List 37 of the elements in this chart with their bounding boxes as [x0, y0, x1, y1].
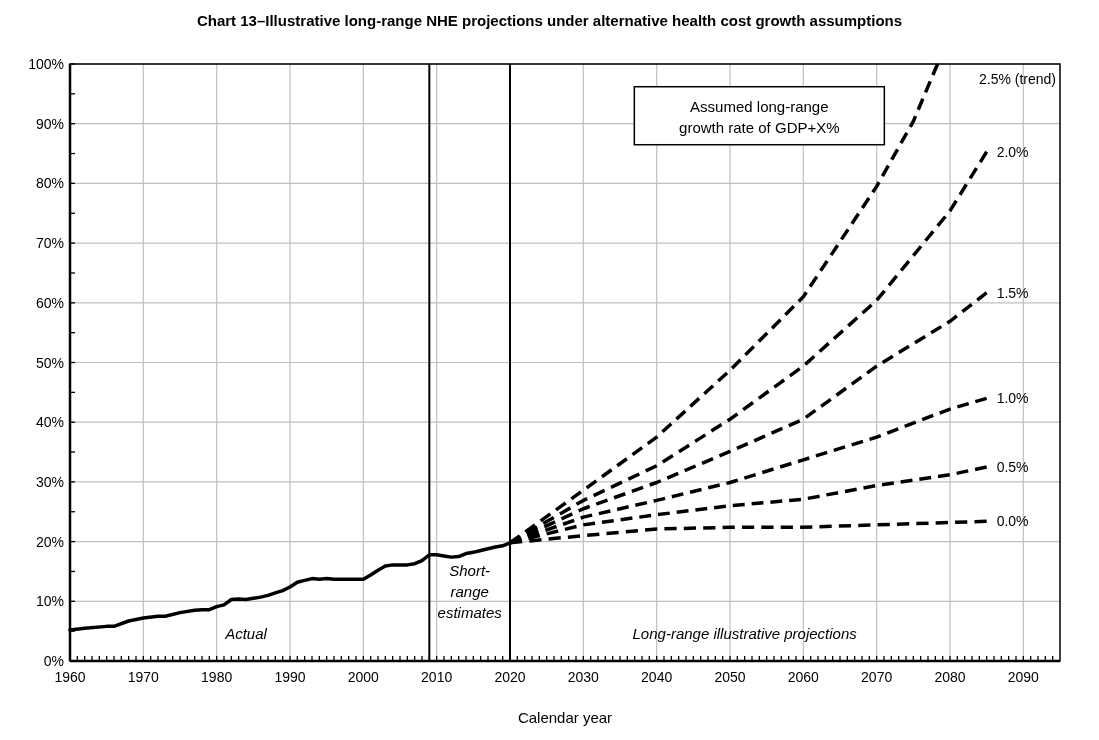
- annotation: Short-range estimates: [437, 562, 503, 622]
- x-tick-label: 2060: [787, 669, 820, 685]
- y-tick-label: 50%: [35, 354, 64, 371]
- series-label: 0.5%: [996, 458, 1029, 475]
- x-tick-label: 2050: [714, 669, 746, 685]
- x-tick-label: 2080: [934, 669, 966, 685]
- x-tick-label: 2030: [567, 669, 600, 685]
- y-tick-label: 100%: [28, 56, 64, 72]
- y-tick-label: 20%: [35, 533, 64, 550]
- annotation: Actual: [224, 625, 268, 643]
- x-tick-label: 1970: [127, 669, 160, 685]
- annotation: Long-range illustrative projections: [632, 625, 858, 643]
- series-label: 1.5%: [996, 284, 1029, 301]
- y-tick-label: 10%: [35, 593, 64, 610]
- x-tick-label: 2010: [421, 669, 453, 685]
- y-tick-label: 80%: [35, 175, 64, 192]
- series-label: 1.0%: [996, 390, 1029, 407]
- x-axis-title: Calendar year: [517, 709, 613, 726]
- series-label: 2.0%: [996, 143, 1029, 160]
- x-tick-label: 1960: [54, 669, 86, 685]
- chart-title: Chart 13–Illustrative long-range NHE projections under alternative health cost growth assumptions: [196, 12, 903, 29]
- y-tick-label: 40%: [35, 414, 64, 431]
- y-tick-label: 90%: [35, 115, 64, 132]
- x-tick-label: 1990: [274, 669, 306, 685]
- x-tick-label: 1980: [201, 669, 233, 685]
- x-tick-label: 2090: [1007, 669, 1040, 685]
- text: 2.5% (trend): [978, 71, 1056, 87]
- y-tick-label: 60%: [35, 294, 64, 311]
- annotation: Assumed long-range growth rate of GDP+X%: [679, 98, 840, 137]
- series-label: 0.0%: [996, 513, 1029, 530]
- x-tick-label: 2020: [494, 669, 526, 685]
- x-tick-label: 2070: [861, 669, 893, 685]
- x-tick-label: 2040: [641, 669, 673, 685]
- y-tick-label: 30%: [35, 473, 64, 490]
- x-tick-label: 2000: [347, 669, 380, 685]
- y-tick-label: 70%: [35, 235, 64, 252]
- y-tick-label: 0%: [43, 653, 64, 669]
